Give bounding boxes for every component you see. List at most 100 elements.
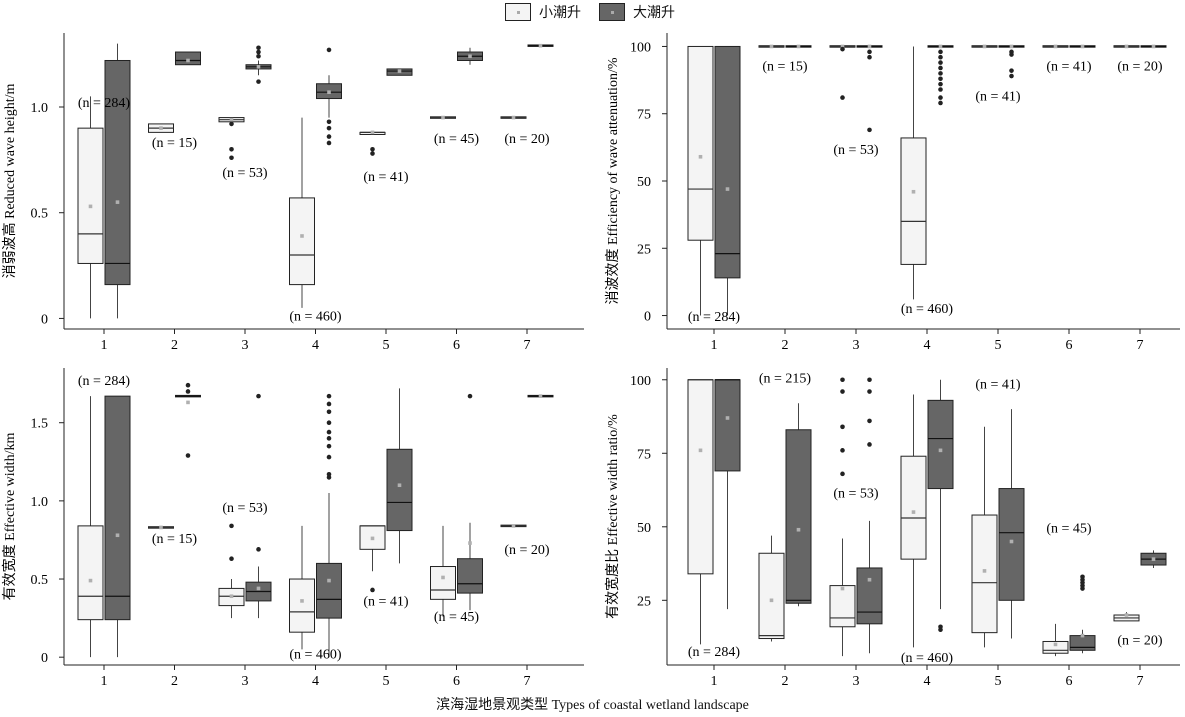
x-axis-title: 滨海湿地景观类型 Types of coastal wetland landsc…	[436, 698, 749, 713]
mean-marker	[370, 536, 375, 541]
box-body	[104, 395, 131, 621]
mean-marker	[725, 416, 730, 420]
sample-size-label: (n = 45)	[1046, 522, 1092, 537]
mean-marker	[300, 234, 304, 238]
mean-marker	[867, 577, 872, 582]
outlier-point	[938, 95, 943, 100]
x-tick-label: 2	[171, 338, 178, 353]
x-tick-label: 7	[524, 674, 531, 689]
box-low-4	[289, 117, 315, 308]
legend-label-high: 大潮升	[633, 5, 675, 21]
box-body	[927, 399, 954, 490]
legend-label-low: 小潮升	[539, 5, 581, 21]
outlier-point	[867, 442, 872, 447]
x-tick-label: 6	[453, 674, 460, 689]
sample-size-label: (n = 284)	[78, 374, 131, 389]
box-body	[900, 455, 927, 560]
mean-marker	[511, 115, 516, 120]
outlier-point	[256, 393, 261, 399]
mean-marker	[1151, 557, 1156, 561]
y-tick-label: 75	[637, 447, 651, 462]
outlier-point	[938, 49, 943, 55]
outlier-point	[867, 127, 872, 133]
x-tick-label: 6	[1066, 674, 1073, 689]
box-high-5	[998, 409, 1025, 639]
x-tick-label: 3	[853, 338, 860, 353]
sample-size-label: (n = 41)	[363, 170, 409, 185]
outlier-point	[938, 65, 943, 71]
outlier-point	[867, 54, 872, 60]
x-tick-label: 4	[924, 674, 931, 689]
sample-size-label: (n = 45)	[434, 132, 480, 147]
x-tick-label: 3	[853, 674, 860, 689]
y-tick-label: 25	[637, 242, 651, 257]
outlier-point	[185, 382, 191, 388]
box-low-7	[1113, 44, 1140, 49]
y-tick-label: 50	[637, 175, 651, 190]
box-low-1	[687, 45, 714, 316]
box-low-6	[430, 525, 456, 617]
y-tick-label: 1.0	[31, 495, 49, 510]
box-body	[289, 197, 315, 286]
box-high-2	[785, 403, 812, 607]
mean-marker	[397, 69, 402, 73]
box-low-6	[430, 115, 456, 120]
y-tick-label: 100	[630, 374, 651, 389]
box-body	[289, 578, 315, 633]
outlier-point	[867, 418, 872, 424]
box-low-6	[1042, 44, 1069, 49]
box-body	[829, 585, 856, 628]
x-tick-label: 1	[711, 338, 718, 353]
legend-item-low-tide: 小潮升	[505, 2, 581, 22]
mean-marker	[1009, 44, 1014, 49]
sample-size-label: (n = 53)	[222, 166, 268, 181]
outlier-point	[938, 87, 943, 92]
outlier-point	[185, 389, 191, 394]
mean-marker	[867, 44, 872, 49]
mean-marker	[769, 598, 774, 603]
sample-size-label: (n = 20)	[1117, 633, 1163, 648]
box-high-7	[1140, 550, 1167, 568]
box-low-1	[77, 396, 104, 658]
x-tick-label: 3	[242, 338, 249, 353]
y-tick-label: 25	[637, 594, 651, 609]
box-high-4	[316, 47, 342, 146]
box-high-6	[457, 393, 483, 611]
mean-marker	[229, 117, 234, 122]
box-low-4	[900, 46, 927, 300]
sample-size-label: (n = 53)	[222, 501, 268, 516]
sample-size-label: (n = 53)	[833, 486, 879, 501]
outlier-point	[370, 151, 375, 156]
mean-marker	[796, 44, 801, 49]
box-high-7	[1140, 44, 1167, 49]
y-tick-label: 0	[41, 651, 48, 666]
y-axis-title: 消波效度 Efficiency of wave attenuation/%	[605, 57, 621, 304]
outlier-point	[326, 436, 332, 441]
x-tick-label: 7	[1137, 338, 1144, 353]
mean-marker	[397, 483, 402, 488]
sample-size-label: (n = 20)	[504, 132, 550, 147]
x-tick-label: 3	[242, 674, 249, 689]
outlier-point	[840, 95, 845, 100]
box-high-4	[316, 393, 342, 658]
legend-swatch-high	[599, 3, 625, 21]
box-high-2	[175, 51, 201, 66]
outlier-point	[326, 401, 332, 407]
box-low-5	[971, 426, 998, 648]
mean-marker	[88, 578, 93, 583]
mean-marker	[370, 130, 375, 135]
outlier-point	[1009, 73, 1014, 79]
sample-size-label: (n = 284)	[78, 96, 131, 111]
panel-bottom-right: 25 50 75 100 1 2 3 4 5 6 7 有效宽度比 Effective width ra…	[604, 368, 1180, 689]
box-body	[785, 429, 812, 604]
box-low-7	[500, 524, 527, 528]
outlier-point	[867, 49, 872, 55]
box-low-5	[359, 130, 386, 156]
sample-size-label: (n = 284)	[688, 310, 741, 325]
sample-size-label: (n = 460)	[901, 651, 954, 666]
x-tick-label: 1	[711, 674, 718, 689]
x-tick-label: 5	[383, 338, 390, 353]
box-high-3	[856, 377, 883, 654]
outlier-point	[840, 377, 845, 383]
mean-marker	[1124, 44, 1129, 49]
